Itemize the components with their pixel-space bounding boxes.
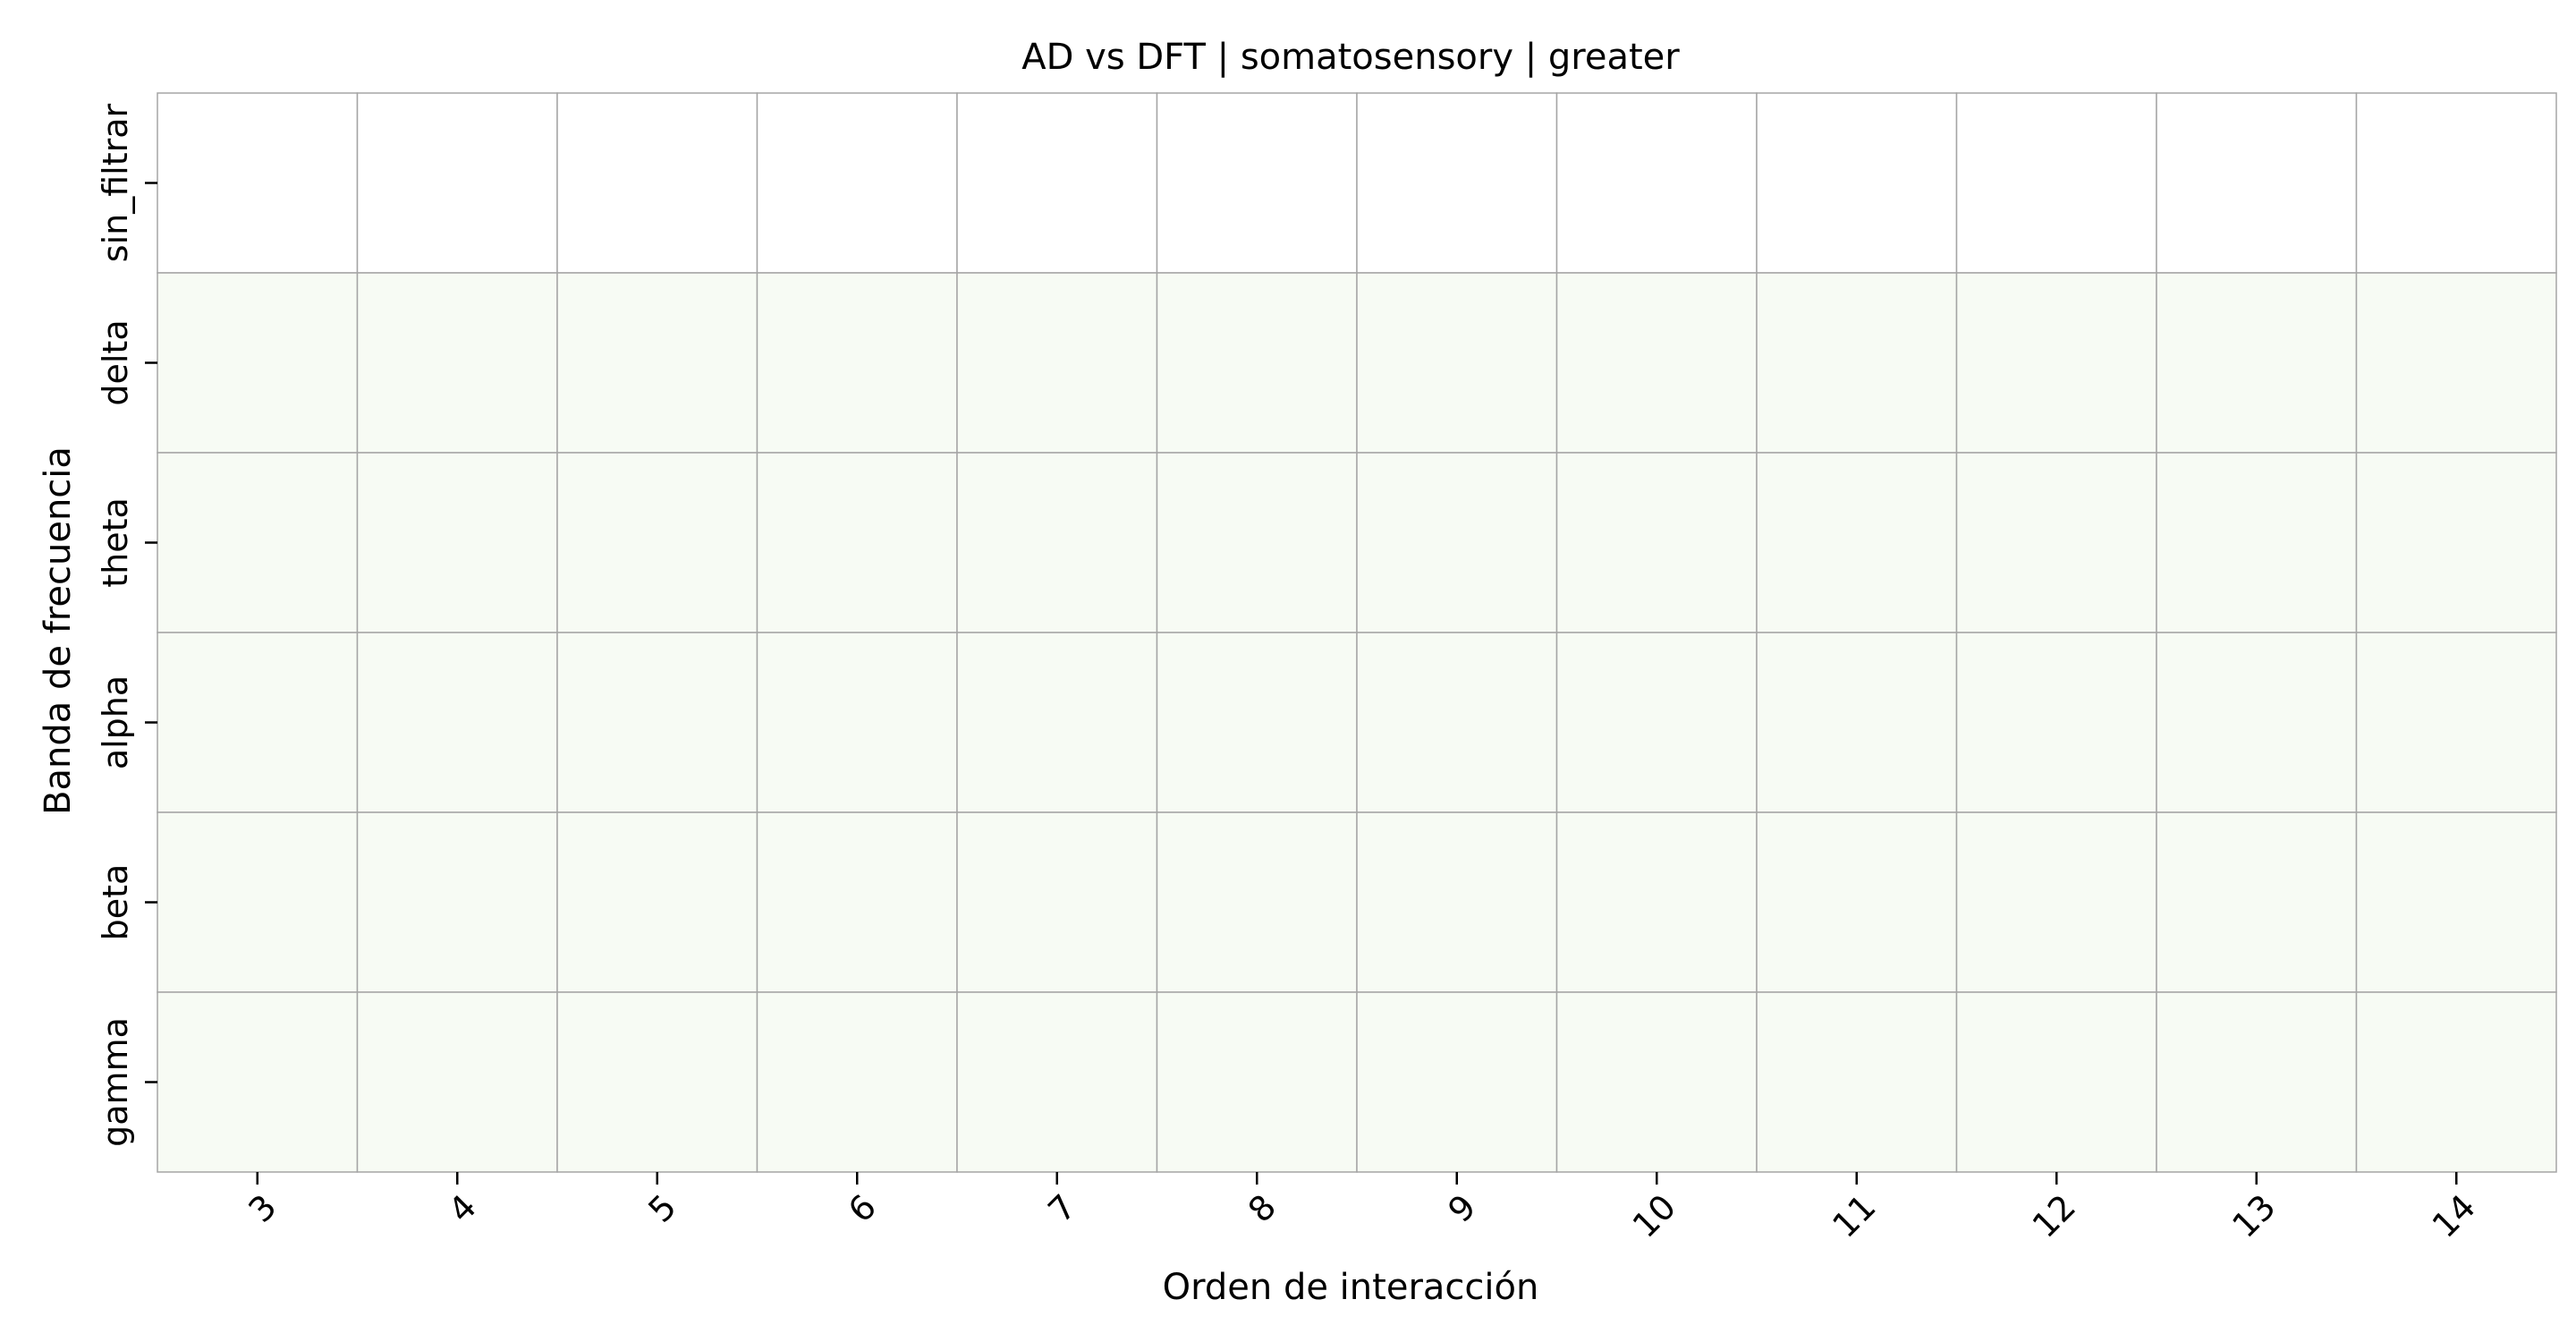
heatmap-cell-alpha-9	[1356, 632, 1558, 813]
heatmap-cell-alpha-14	[2355, 632, 2557, 813]
heatmap-cell-beta-10	[1555, 811, 1758, 993]
heatmap-cell-sin_filtrar-8	[1156, 92, 1358, 274]
heatmap-cell-delta-10	[1555, 272, 1758, 454]
heatmap-cell-delta-9	[1356, 272, 1558, 454]
x-tick-label-5: 5	[640, 1187, 683, 1230]
heatmap-cell-gamma-3	[157, 991, 359, 1173]
chart-title: AD vs DFT | somatosensory | greater	[1021, 37, 1680, 78]
heatmap-cell-alpha-4	[356, 632, 558, 813]
heatmap-cell-sin_filtrar-3	[157, 92, 359, 274]
heatmap-cell-delta-7	[956, 272, 1158, 454]
heatmap-cell-delta-11	[1756, 272, 1958, 454]
heatmap-cell-gamma-10	[1555, 991, 1758, 1173]
x-tick-label-7: 7	[1040, 1187, 1083, 1230]
heatmap-cell-beta-9	[1356, 811, 1558, 993]
x-tick-label-9: 9	[1440, 1187, 1483, 1230]
heatmap-cell-delta-6	[756, 272, 958, 454]
heatmap-cell-alpha-13	[2156, 632, 2358, 813]
heatmap-cell-theta-5	[556, 452, 758, 633]
heatmap-cell-gamma-4	[356, 991, 558, 1173]
heatmap-cell-beta-12	[1955, 811, 2157, 993]
heatmap-cell-sin_filtrar-10	[1555, 92, 1758, 274]
heatmap-cell-alpha-7	[956, 632, 1158, 813]
heatmap-cell-theta-12	[1955, 452, 2157, 633]
heatmap-cell-sin_filtrar-9	[1356, 92, 1558, 274]
x-axis-ticks: 3 4 5 6 7 8 9 10 11 12 13 14	[241, 1172, 2483, 1245]
heatmap-cell-sin_filtrar-6	[756, 92, 958, 274]
heatmap-cell-delta-12	[1955, 272, 2157, 454]
heatmap-cell-delta-5	[556, 272, 758, 454]
heatmap-cell-gamma-6	[756, 991, 958, 1173]
heatmap-cell-sin_filtrar-11	[1756, 92, 1958, 274]
heatmap-cell-beta-8	[1156, 811, 1358, 993]
heatmap-cell-gamma-8	[1156, 991, 1358, 1173]
y-tick-label-theta: theta	[96, 497, 135, 588]
heatmap-cell-theta-6	[756, 452, 958, 633]
y-axis-label: Banda de frecuencia	[38, 446, 79, 815]
heatmap-cell-beta-13	[2156, 811, 2358, 993]
x-tick-label-12: 12	[2025, 1187, 2083, 1245]
heatmap-cell-theta-8	[1156, 452, 1358, 633]
heatmap-cell-gamma-14	[2355, 991, 2557, 1173]
heatmap-cell-theta-4	[356, 452, 558, 633]
heatmap-cell-gamma-5	[556, 991, 758, 1173]
heatmap-cell-sin_filtrar-4	[356, 92, 558, 274]
x-tick-label-13: 13	[2224, 1187, 2283, 1245]
heatmap-cell-alpha-12	[1955, 632, 2157, 813]
heatmap-cell-beta-14	[2355, 811, 2557, 993]
y-tick-label-delta: delta	[96, 319, 135, 405]
heatmap-cell-sin_filtrar-13	[2156, 92, 2358, 274]
heatmap-cell-alpha-11	[1756, 632, 1958, 813]
heatmap-cell-alpha-10	[1555, 632, 1758, 813]
heatmap-cell-beta-11	[1756, 811, 1958, 993]
x-tick-label-8: 8	[1241, 1187, 1284, 1230]
heatmap-cell-gamma-9	[1356, 991, 1558, 1173]
heatmap-cell-theta-14	[2355, 452, 2557, 633]
heatmap-cell-theta-10	[1555, 452, 1758, 633]
heatmap-cell-beta-4	[356, 811, 558, 993]
heatmap-cell-alpha-3	[157, 632, 359, 813]
heatmap-cell-beta-3	[157, 811, 359, 993]
x-tick-label-4: 4	[441, 1187, 484, 1230]
heatmap-cell-sin_filtrar-5	[556, 92, 758, 274]
heatmap-cell-theta-11	[1756, 452, 1958, 633]
heatmap-cells	[157, 92, 2557, 1173]
heatmap-cell-delta-8	[1156, 272, 1358, 454]
x-tick-label-10: 10	[1625, 1187, 1683, 1245]
heatmap-cell-delta-13	[2156, 272, 2358, 454]
y-tick-label-gamma: gamma	[96, 1017, 135, 1147]
heatmap-cell-beta-7	[956, 811, 1158, 993]
heatmap-cell-theta-13	[2156, 452, 2358, 633]
heatmap-cell-alpha-5	[556, 632, 758, 813]
heatmap-cell-sin_filtrar-12	[1955, 92, 2157, 274]
x-tick-label-3: 3	[241, 1187, 284, 1230]
heatmap-cell-gamma-11	[1756, 991, 1958, 1173]
heatmap-cell-gamma-12	[1955, 991, 2157, 1173]
heatmap-cell-gamma-13	[2156, 991, 2358, 1173]
heatmap-cell-beta-6	[756, 811, 958, 993]
y-tick-label-alpha: alpha	[96, 675, 135, 769]
x-axis-label: Orden de interacción	[1163, 1267, 1539, 1308]
x-tick-label-14: 14	[2425, 1187, 2483, 1245]
heatmap-cell-beta-5	[556, 811, 758, 993]
heatmap-cell-alpha-8	[1156, 632, 1358, 813]
heatmap-cell-alpha-6	[756, 632, 958, 813]
heatmap-cell-sin_filtrar-7	[956, 92, 1158, 274]
heatmap-cell-sin_filtrar-14	[2355, 92, 2557, 274]
y-tick-label-sin_filtrar: sin_filtrar	[96, 103, 135, 262]
heatmap-cell-delta-4	[356, 272, 558, 454]
y-tick-label-beta: beta	[96, 864, 135, 941]
heatmap-cell-theta-7	[956, 452, 1158, 633]
x-tick-label-6: 6	[841, 1187, 884, 1230]
heatmap-cell-theta-9	[1356, 452, 1558, 633]
heatmap-cell-theta-3	[157, 452, 359, 633]
heatmap-cell-gamma-7	[956, 991, 1158, 1173]
heatmap-cell-delta-14	[2355, 272, 2557, 454]
x-tick-label-11: 11	[1825, 1187, 1883, 1245]
heatmap-cell-delta-3	[157, 272, 359, 454]
